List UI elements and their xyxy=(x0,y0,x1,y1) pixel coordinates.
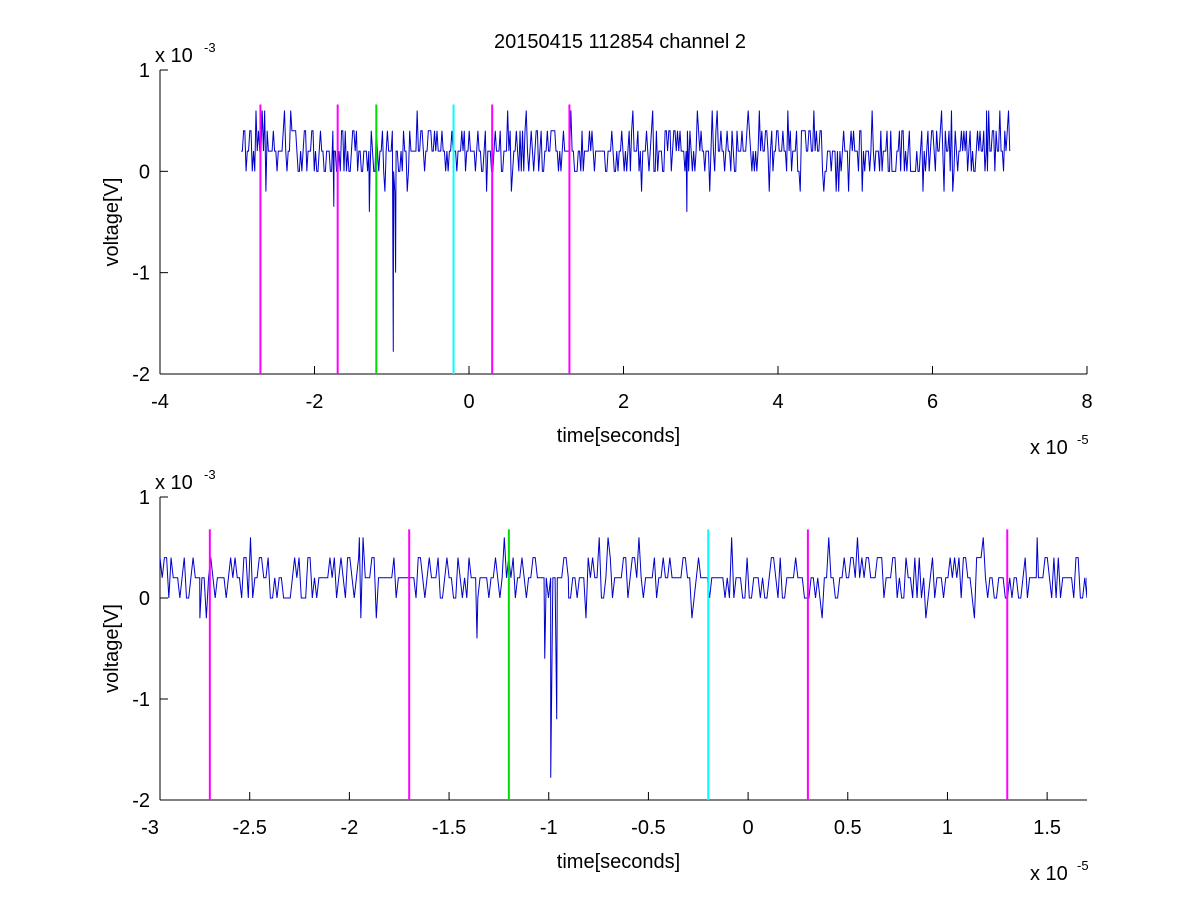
top-plot-panel: -4 -2 0 2 4 6 8-2-101time[seconds]voltage[V]x … xyxy=(101,40,1093,459)
bottom-x-tick-label: 0 xyxy=(743,817,754,839)
bottom-x-tick-label: -1.5 xyxy=(432,817,466,839)
bottom-x-multiplier: x 10 xyxy=(1030,863,1068,885)
top-x-axis-label: time[seconds] xyxy=(557,425,680,447)
bottom-x-tick-label: 0.5 xyxy=(834,817,862,839)
bottom-x-tick-label: -2.5 xyxy=(232,817,266,839)
top-x-tick-label: -2 xyxy=(306,391,324,413)
bottom-y-tick-label: -1 xyxy=(132,689,150,711)
top-x-tick-label: 8 xyxy=(1081,391,1092,413)
top-y-multiplier: x 10 xyxy=(155,45,193,67)
bottom-x-axis-label: time[seconds] xyxy=(557,851,680,873)
bottom-x-exponent: -5 xyxy=(1077,858,1089,873)
bottom-x-tick-label: -3 xyxy=(141,817,159,839)
bottom-x-tick-label: -0.5 xyxy=(631,817,665,839)
top-y-tick-label: -2 xyxy=(132,364,150,386)
top-x-exponent: -5 xyxy=(1077,432,1089,447)
bottom-y-exponent: -3 xyxy=(204,467,216,482)
bottom-y-tick-label: 1 xyxy=(139,487,150,509)
bottom-y-axis-label: voltage[V] xyxy=(101,604,123,693)
top-x-tick-label: 6 xyxy=(927,391,938,413)
top-y-tick-label: 0 xyxy=(139,161,150,183)
top-x-tick-label: 4 xyxy=(772,391,783,413)
bottom-plot-panel: -3 -2.5 -2 -1.5 -1 -0.5 0 0.5 1 1.5 -2 -1 0 1 time[sec… xyxy=(101,467,1089,885)
top-x-tick-label: 2 xyxy=(618,391,629,413)
top-x-tick-label: -4 xyxy=(151,391,169,413)
top-x-multiplier: x 10 xyxy=(1030,437,1068,459)
bottom-x-tick-label: 1.5 xyxy=(1033,817,1061,839)
top-x-tick-label: 0 xyxy=(463,391,474,413)
bottom-x-tick-label: -2 xyxy=(340,817,358,839)
top-y-axis-label: voltage[V] xyxy=(101,178,123,267)
bottom-signal-trace xyxy=(160,537,1087,778)
top-signal-trace xyxy=(241,110,1011,352)
top-y-tick-label: 1 xyxy=(139,60,150,82)
bottom-y-tick-label: 0 xyxy=(139,588,150,610)
bottom-y-tick-label: -2 xyxy=(132,790,150,812)
bottom-x-tick-label: -1 xyxy=(540,817,558,839)
top-y-exponent: -3 xyxy=(204,40,216,55)
top-y-tick-label: -1 xyxy=(132,263,150,285)
figure-title: 20150415 112854 channel 2 xyxy=(494,31,746,53)
bottom-y-multiplier: x 10 xyxy=(155,472,193,494)
bottom-x-tick-label: 1 xyxy=(942,817,953,839)
